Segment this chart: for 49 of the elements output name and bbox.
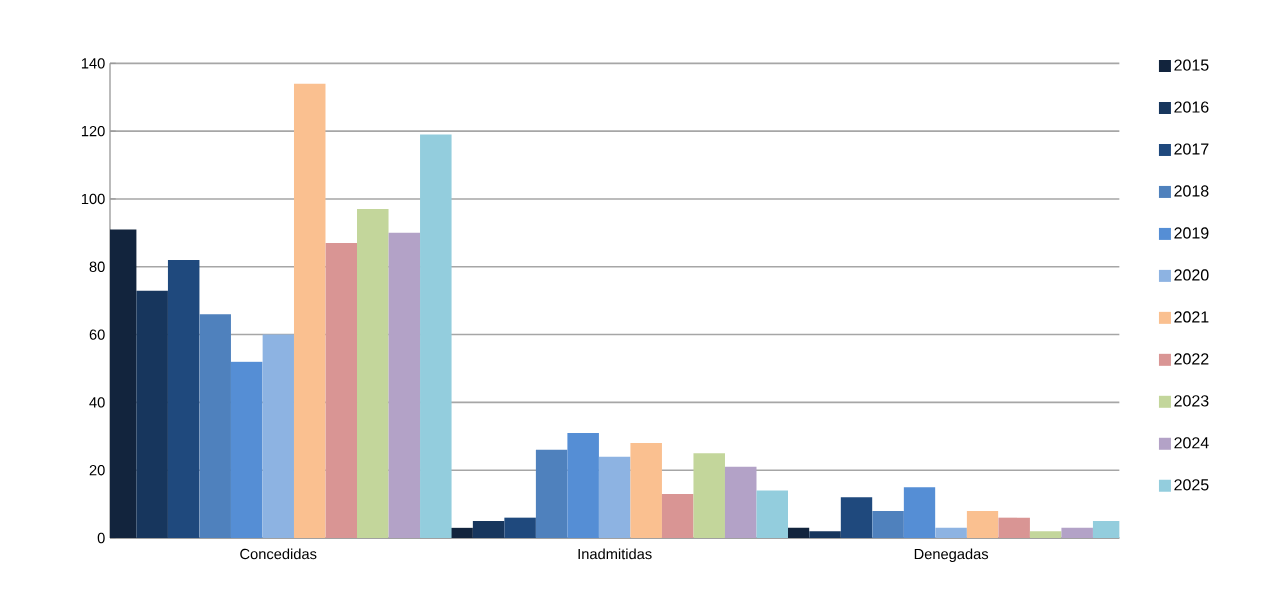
bar bbox=[167, 259, 200, 538]
legend-label: 2016 bbox=[1174, 101, 1209, 113]
legend-label: 2018 bbox=[1174, 185, 1209, 197]
bar bbox=[756, 490, 789, 538]
bar bbox=[809, 531, 841, 538]
y-tick-label: 60 bbox=[89, 329, 105, 340]
bar bbox=[840, 497, 873, 538]
bar bbox=[903, 487, 936, 538]
bar bbox=[998, 517, 1030, 538]
bar bbox=[598, 456, 631, 538]
bar bbox=[293, 83, 326, 538]
bar bbox=[262, 334, 294, 538]
legend-label: 2020 bbox=[1174, 269, 1209, 281]
y-tick-label: 80 bbox=[89, 261, 105, 272]
legend-label: 2023 bbox=[1174, 395, 1209, 407]
bar bbox=[630, 443, 662, 538]
bar bbox=[966, 510, 999, 538]
y-tick-label: 20 bbox=[89, 465, 105, 476]
y-tick-label: 140 bbox=[81, 58, 105, 69]
y-tick-label: 120 bbox=[81, 125, 105, 137]
legend-label: 2019 bbox=[1174, 227, 1209, 239]
bar bbox=[199, 314, 231, 538]
y-tick-label: 100 bbox=[81, 193, 105, 205]
legend-label: 2025 bbox=[1174, 479, 1209, 491]
x-tick-label: Inadmitidas bbox=[578, 548, 652, 560]
bar bbox=[567, 432, 599, 538]
bar bbox=[230, 361, 263, 538]
legend-label: 2024 bbox=[1174, 437, 1209, 449]
bar bbox=[1029, 531, 1062, 538]
bar bbox=[724, 466, 757, 538]
legend-label: 2022 bbox=[1174, 353, 1209, 365]
bar bbox=[325, 243, 358, 538]
bar bbox=[535, 449, 568, 538]
bar bbox=[388, 232, 421, 538]
bar bbox=[661, 493, 694, 538]
bar bbox=[872, 510, 904, 538]
x-tick-label: Denegadas bbox=[914, 548, 989, 563]
bar bbox=[693, 453, 725, 538]
y-tick-label: 40 bbox=[89, 397, 105, 408]
x-tick-label: Concedidas bbox=[240, 548, 317, 560]
bar bbox=[504, 517, 536, 538]
legend-label: 2017 bbox=[1174, 143, 1209, 155]
bar bbox=[357, 209, 389, 538]
bar bbox=[420, 134, 452, 538]
legend-label: 2015 bbox=[1174, 59, 1209, 71]
legend-label: 2021 bbox=[1174, 311, 1209, 323]
y-tick-label: 0 bbox=[97, 532, 105, 544]
bar bbox=[935, 527, 967, 538]
bar bbox=[472, 521, 505, 538]
